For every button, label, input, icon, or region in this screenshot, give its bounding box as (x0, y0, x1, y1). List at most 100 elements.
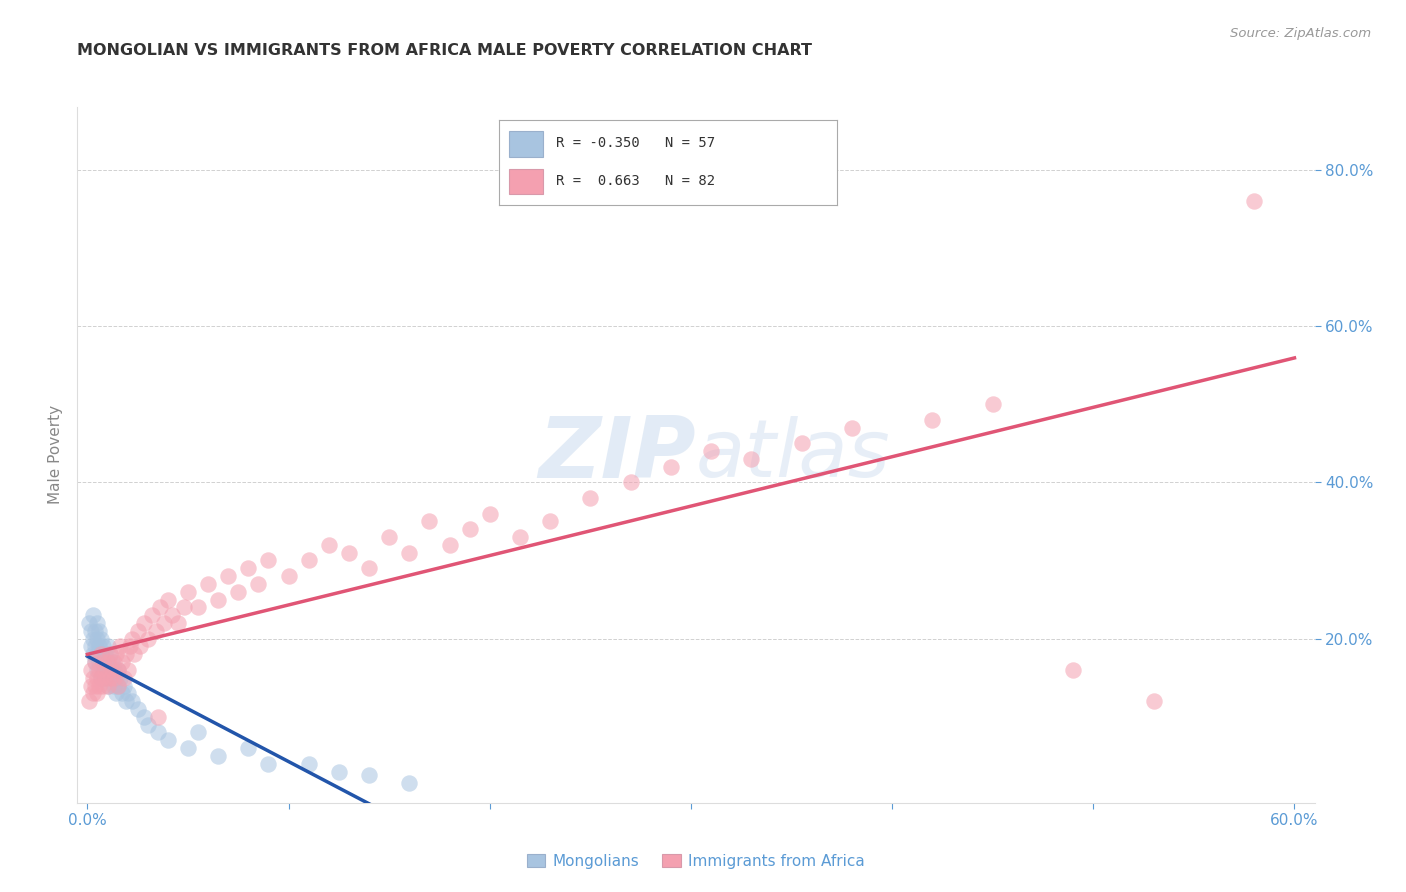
Point (98, 647, 121, 661)
Point (114, 694, 136, 708)
Point (93, 640, 115, 654)
Point (1062, 663, 1084, 677)
Point (790, 436, 813, 450)
Point (117, 686, 139, 700)
Point (398, 776, 420, 790)
Point (94, 671, 117, 685)
Point (107, 663, 129, 677)
Point (238, 741, 260, 756)
Point (740, 451, 762, 466)
Point (96, 655, 118, 669)
Point (114, 647, 136, 661)
Point (257, 553, 280, 567)
Point (145, 624, 167, 638)
Point (156, 733, 179, 747)
Point (207, 748, 229, 763)
Point (659, 459, 682, 474)
Point (478, 507, 501, 521)
Point (90, 647, 112, 661)
Point (509, 530, 531, 544)
Point (86, 615, 108, 630)
Text: ZIP: ZIP (538, 413, 696, 497)
Point (439, 538, 461, 552)
Point (337, 546, 360, 560)
Point (127, 702, 149, 716)
Point (136, 717, 159, 731)
Point (103, 679, 125, 693)
Point (86, 663, 108, 677)
Point (93, 655, 115, 669)
Point (357, 768, 380, 782)
Point (118, 640, 141, 654)
Point (173, 600, 195, 615)
Point (146, 710, 169, 724)
Y-axis label: Male Poverty: Male Poverty (48, 405, 63, 505)
Point (112, 679, 135, 693)
Point (277, 569, 299, 583)
Text: R = -0.350   N = 57: R = -0.350 N = 57 (557, 136, 716, 150)
Point (177, 741, 200, 756)
Point (89, 624, 111, 638)
Point (579, 491, 602, 505)
Point (921, 413, 943, 427)
Point (82, 686, 104, 700)
Point (187, 725, 209, 739)
Point (84, 679, 107, 693)
Point (207, 592, 229, 607)
Point (107, 663, 129, 677)
Point (153, 615, 176, 630)
Point (103, 671, 125, 685)
Text: Source: ZipAtlas.com: Source: ZipAtlas.com (1230, 27, 1371, 40)
Point (217, 569, 239, 583)
Point (89, 679, 111, 693)
Point (167, 615, 190, 630)
Point (79, 615, 101, 630)
Point (93, 679, 115, 693)
Point (86, 686, 108, 700)
Point (98, 663, 121, 677)
Point (90, 647, 112, 661)
Point (108, 671, 131, 685)
Point (110, 686, 132, 700)
Point (238, 561, 260, 575)
Point (90, 632, 112, 646)
Point (418, 514, 440, 528)
Point (160, 608, 183, 623)
Point (619, 475, 641, 490)
Point (84, 655, 107, 669)
Point (103, 655, 125, 669)
Point (378, 530, 401, 544)
Point (247, 577, 270, 591)
Point (108, 640, 131, 654)
Point (86, 671, 108, 685)
Point (86, 632, 108, 646)
Point (117, 663, 139, 677)
Point (107, 679, 129, 693)
Point (110, 655, 132, 669)
Point (100, 655, 122, 669)
Point (94, 647, 117, 661)
Point (197, 577, 219, 591)
Point (132, 710, 155, 724)
Point (458, 522, 481, 536)
Point (128, 640, 150, 654)
Point (93, 655, 115, 669)
Point (104, 686, 127, 700)
Point (104, 671, 127, 685)
Point (82, 671, 104, 685)
Point (1143, 694, 1166, 708)
Point (104, 647, 127, 661)
Point (84, 640, 107, 654)
Point (398, 546, 420, 560)
Point (187, 600, 209, 615)
Point (149, 600, 172, 615)
Point (84, 624, 107, 638)
Bar (509, 131, 543, 157)
Point (1243, 194, 1265, 208)
Point (122, 647, 145, 661)
Point (80, 624, 103, 638)
Point (89, 663, 111, 677)
Point (82, 632, 104, 646)
Point (132, 615, 155, 630)
Point (226, 584, 249, 599)
